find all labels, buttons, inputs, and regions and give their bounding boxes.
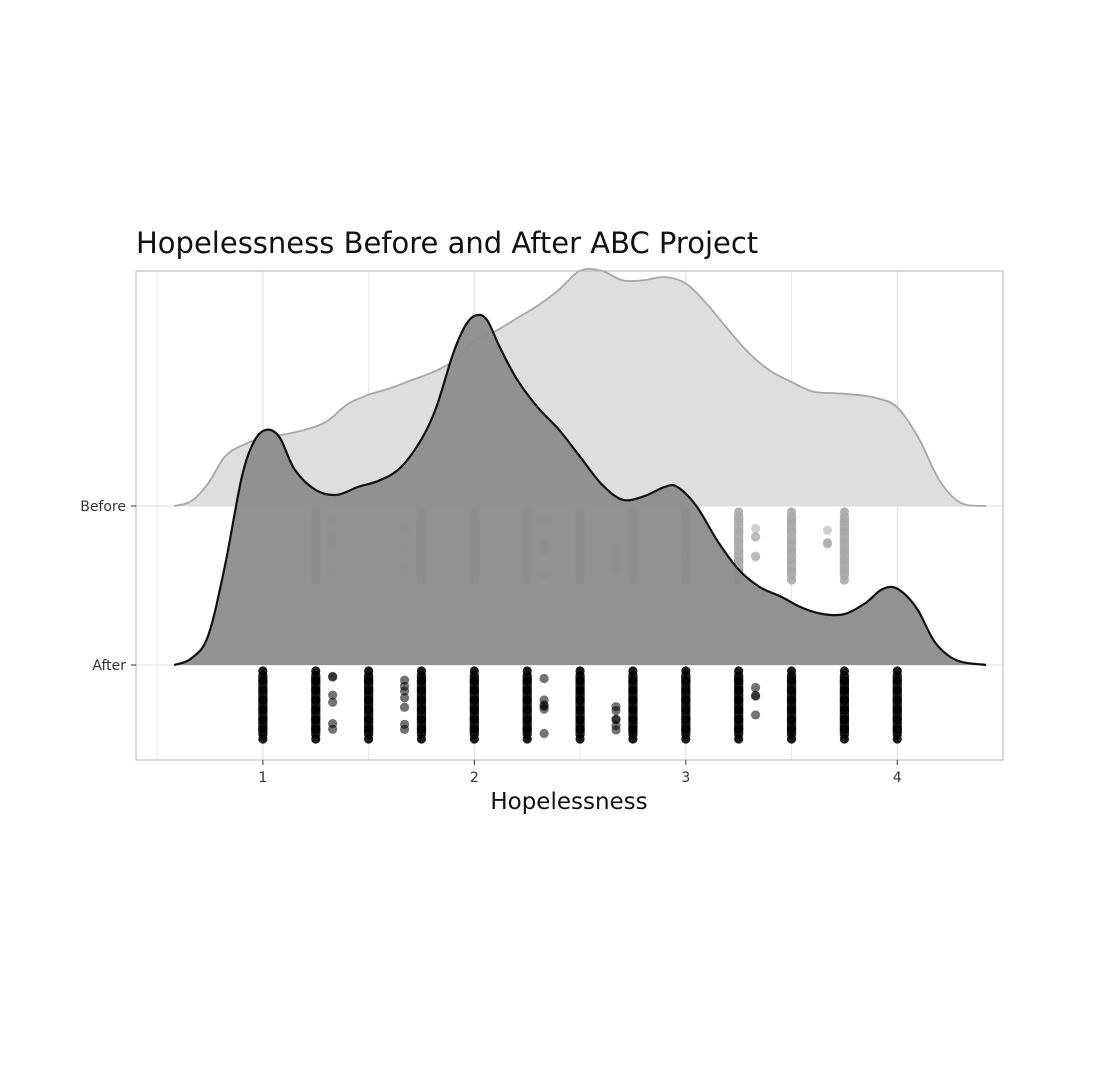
data-point (539, 695, 549, 705)
data-point (822, 539, 833, 549)
point-stack (416, 671, 427, 739)
data-point (328, 690, 338, 700)
x-tick-label: 3 (681, 770, 690, 786)
data-point (539, 728, 549, 739)
data-point (399, 724, 410, 734)
point-stack (839, 512, 850, 580)
data-point (822, 525, 833, 535)
point-stack (734, 671, 744, 739)
data-point (328, 719, 338, 729)
data-point (750, 710, 761, 720)
density-area (174, 268, 987, 506)
point-stack (786, 512, 797, 580)
point-stack (892, 671, 902, 739)
data-point (328, 697, 338, 707)
axes: 1 2 3 4 Before After (80, 499, 902, 786)
panel-border (135, 270, 1004, 761)
density-area (174, 314, 987, 665)
point-stack (681, 671, 691, 739)
ridge-after (173, 313, 987, 744)
x-tick-label: 1 (258, 770, 267, 786)
data-point (328, 671, 338, 681)
density-line (173, 267, 987, 507)
data-point (750, 682, 761, 693)
data-point (399, 702, 410, 712)
data-point (611, 714, 621, 724)
point-stack (628, 671, 638, 739)
point-stack (575, 671, 585, 739)
data-point (399, 675, 410, 685)
point-stack (734, 512, 744, 580)
ridges (173, 267, 987, 744)
data-point (399, 693, 410, 703)
y-tick-label: Before (80, 499, 126, 515)
point-stack (469, 671, 479, 739)
data-point (539, 673, 549, 684)
points-after (258, 666, 902, 744)
point-stack (839, 671, 850, 739)
data-point (750, 552, 761, 562)
point-stack (311, 671, 321, 739)
data-point (750, 523, 761, 534)
point-stack (786, 671, 797, 739)
point-stack (258, 671, 268, 739)
data-point (611, 721, 621, 731)
x-axis-title: Hopelessness (490, 789, 647, 815)
density-line (173, 313, 987, 667)
data-point (750, 532, 761, 542)
data-point (611, 702, 621, 712)
data-point (750, 691, 761, 701)
point-stack (522, 671, 532, 739)
chart-title: Hopelessness Before and After ABC Projec… (136, 226, 758, 260)
point-stack (364, 671, 374, 739)
x-tick-label: 2 (470, 770, 479, 786)
y-tick-label: After (92, 658, 126, 674)
x-tick-label: 4 (893, 770, 902, 786)
